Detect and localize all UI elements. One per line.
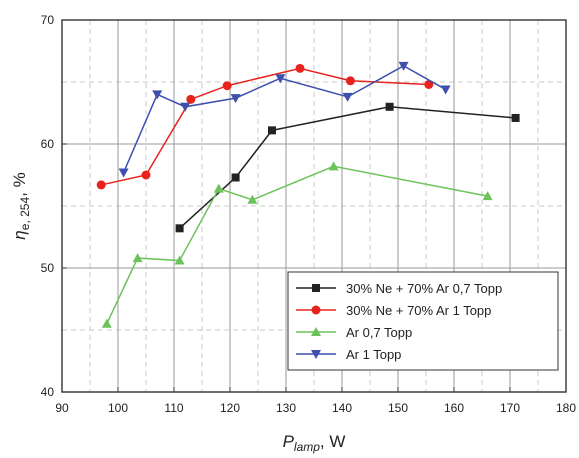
legend-swatch-marker [311,305,321,315]
series-2 [96,63,434,190]
data-point [141,170,151,180]
data-point [152,90,163,100]
x-tick-label: 100 [108,401,128,415]
legend-label: Ar 1 Topp [346,347,401,362]
data-point [132,253,143,263]
data-point [385,102,394,111]
y-tick-label: 40 [41,385,55,399]
x-tick-label: 130 [276,401,296,415]
data-point [328,161,339,171]
data-point [268,126,276,135]
data-point [440,85,451,95]
data-point [275,74,286,84]
x-tick-label: 180 [556,401,576,415]
y-tick-label: 70 [41,13,55,27]
data-point [186,94,196,104]
x-axis-subscript: lamp [294,440,320,454]
x-tick-label: 150 [388,401,408,415]
y-axis-unit: , % [10,172,29,197]
x-axis-unit: , W [320,432,346,451]
data-point [247,194,258,204]
x-axis-symbol: P [283,432,295,451]
y-axis-subscript: e, 254 [18,197,32,231]
data-point [174,255,185,265]
data-point [511,113,520,122]
data-point [118,168,129,178]
x-tick-label: 90 [55,401,69,415]
x-axis-label: Plamp, W [283,432,346,454]
x-tick-label: 140 [332,401,352,415]
legend-label: Ar 0,7 Topp [346,325,412,340]
data-point [295,63,305,73]
y-axis-symbol: η [10,230,29,239]
data-point [482,191,493,201]
x-tick-label: 160 [444,401,464,415]
legend-swatch-marker [312,284,320,292]
data-point [231,173,240,182]
legend-label: 30% Ne + 70% Ar 1 Topp [346,303,491,318]
data-point [222,81,232,91]
y-tick-labels: 40 50 60 70 [41,13,55,399]
axis-ticks [61,19,567,393]
legend: 30% Ne + 70% Ar 0,7 Topp 30% Ne + 70% Ar … [287,271,559,371]
series-layer [96,61,520,328]
data-point [213,183,224,193]
series-3 [101,161,493,328]
series-1 [175,102,520,233]
y-axis-label: ηe, 254, % [10,172,32,239]
x-tick-labels: 90 100 110 120 130 140 150 160 170 180 [55,401,576,415]
series-line [122,65,446,173]
data-point [398,61,409,71]
data-point [342,92,353,102]
data-point [101,318,112,328]
y-tick-label: 50 [41,261,55,275]
x-tick-label: 170 [500,401,520,415]
y-tick-label: 60 [41,137,55,151]
data-point [345,76,355,86]
x-tick-label: 120 [220,401,240,415]
legend-swatch-marker [311,327,321,336]
data-point [96,180,106,190]
data-point [424,79,434,89]
x-tick-label: 110 [164,401,183,415]
legend-swatch-marker [311,350,321,359]
data-point [180,102,191,112]
plot-frame [61,19,567,393]
series-4 [118,61,451,178]
legend-label: 30% Ne + 70% Ar 0,7 Topp [346,281,502,296]
data-point [175,224,184,233]
data-point [230,94,241,104]
